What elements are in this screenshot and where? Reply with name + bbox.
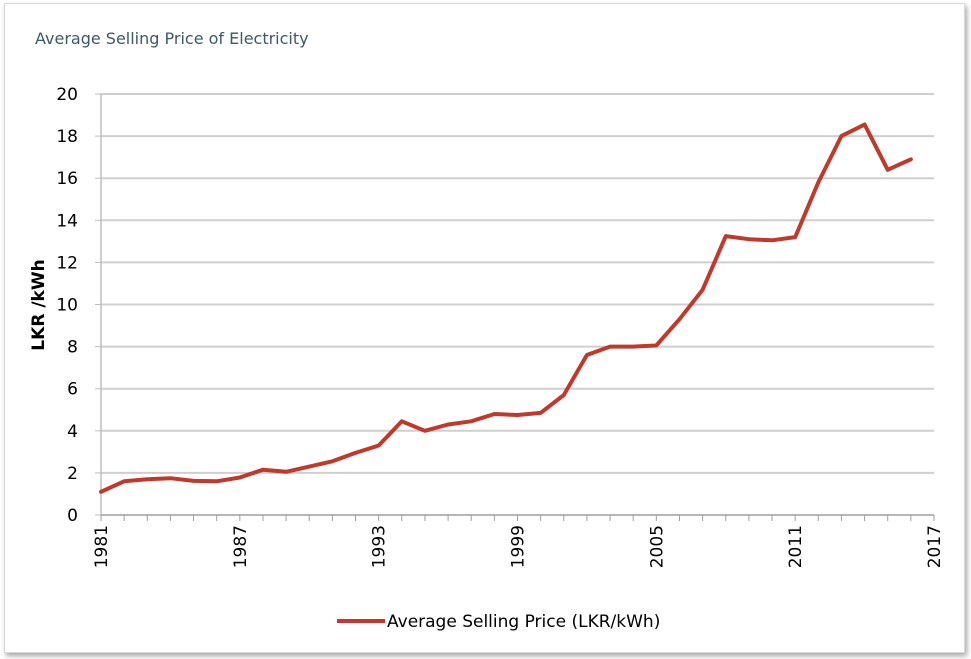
chart-title: Average Selling Price of Electricity [35, 29, 309, 48]
axes [95, 93, 935, 521]
y-tick-label: 18 [56, 127, 78, 147]
y-tick-label: 14 [56, 211, 78, 231]
x-tick-label: 2005 [647, 525, 667, 568]
x-tick-label: 1981 [92, 525, 112, 568]
grid-lines [101, 93, 934, 474]
legend: Average Selling Price (LKR/kWh) [337, 612, 660, 632]
x-tick-label: 1993 [370, 525, 390, 568]
y-tick-label: 2 [67, 464, 78, 484]
y-tick-label: 12 [56, 253, 78, 273]
series-line [99, 122, 913, 494]
legend-label: Average Selling Price (LKR/kWh) [387, 612, 660, 632]
x-tick-label: 1999 [509, 525, 529, 568]
y-tick-label: 0 [67, 506, 78, 526]
x-tick-label: 2011 [786, 525, 806, 568]
y-axis-label: LKR /kWh [29, 259, 49, 350]
x-tick-label: 1987 [231, 525, 251, 568]
x-tick-labels: 1981 1987 1993 1999 2005 2011 2017 [92, 525, 945, 568]
series-lines [99, 122, 913, 494]
y-tick-label: 4 [67, 422, 78, 442]
y-tick-label: 16 [56, 169, 78, 189]
y-tick-label: 6 [67, 380, 78, 400]
x-tick-label: 2017 [925, 525, 945, 568]
y-tick-label: 20 [56, 85, 78, 105]
y-tick-labels: 0 2 4 6 8 10 12 14 16 18 20 [56, 85, 78, 526]
chart-card [4, 3, 965, 653]
y-tick-label: 10 [56, 296, 78, 316]
y-tick-label: 8 [67, 338, 78, 358]
